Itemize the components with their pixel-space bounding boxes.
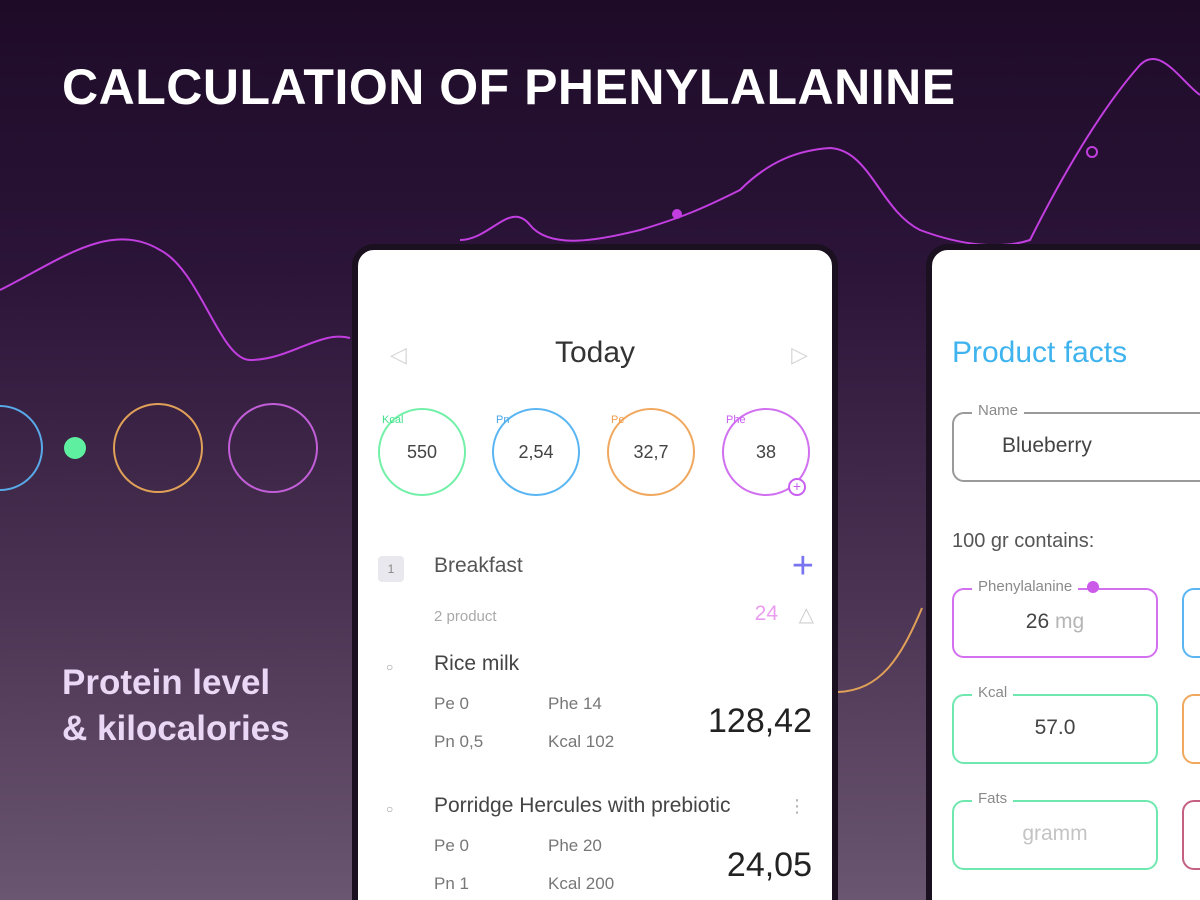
food-kcal: Kcal 200: [548, 874, 615, 893]
collapse-meal-icon[interactable]: △: [798, 604, 814, 626]
next-day-icon[interactable]: ▷: [791, 342, 808, 367]
food-name[interactable]: Porridge Hercules with prebiotic: [434, 794, 731, 817]
pn-ring-value: 2,54: [518, 442, 554, 462]
side-field-red[interactable]: [1182, 800, 1200, 870]
add-product-icon[interactable]: +: [791, 545, 814, 587]
food-bullet-icon: ○: [386, 660, 394, 674]
fats-field[interactable]: Fats gramm: [952, 790, 1158, 870]
kcal-label: Kcal: [972, 684, 1014, 701]
pe-ring-value: 32,7: [633, 442, 669, 462]
side-field-blue[interactable]: [1182, 588, 1200, 658]
product-name-field[interactable]: Name Blueberry: [952, 402, 1200, 482]
phenylalanine-value-wrap[interactable]: 26 mg: [954, 610, 1156, 634]
product-facts-screen: Product facts Name Blueberry 100 gr cont…: [926, 244, 1200, 900]
more-options-icon[interactable]: ⋮: [788, 796, 806, 816]
day-title: Today: [554, 336, 636, 369]
food-name[interactable]: Rice milk: [434, 652, 520, 675]
food-bullet-icon: ○: [386, 802, 394, 816]
kcal-value[interactable]: 57.0: [1034, 716, 1076, 739]
kcal-ring-value: 550: [406, 442, 438, 462]
meal-index-badge: 1: [378, 556, 404, 582]
food-pn: Pn 0,5: [434, 732, 484, 751]
meal-product-count: 2 product: [434, 608, 497, 625]
pe-ring-label: Pe: [611, 414, 625, 426]
kcal-ring: Kcal 550: [378, 408, 466, 496]
phenylalanine-label: Phenylalanine: [972, 578, 1079, 595]
food-phe: Phe 20: [548, 836, 602, 855]
food-total: 24,05: [726, 846, 812, 884]
previous-day-icon[interactable]: ◁: [390, 342, 407, 367]
hero-title: CALCULATION OF PHENYLALANINE: [62, 59, 956, 115]
side-field-orange[interactable]: [1182, 694, 1200, 764]
product-name-value[interactable]: Blueberry: [1002, 434, 1092, 457]
phe-ring-label: Phe: [726, 414, 746, 426]
food-kcal: Kcal 102: [548, 732, 615, 751]
kcal-ring-label: Kcal: [382, 414, 404, 426]
tagline: Protein level & kilocalories: [62, 660, 290, 752]
pn-ring-label: Pn: [496, 414, 510, 426]
meal-name[interactable]: Breakfast: [434, 554, 523, 577]
pn-ring: Pn 2,54: [492, 408, 580, 496]
fats-label: Fats: [972, 790, 1014, 807]
phenylalanine-indicator-dot: [1087, 581, 1099, 593]
pe-ring: Pe 32,7: [607, 408, 695, 496]
phenylalanine-value[interactable]: 26: [1025, 610, 1050, 633]
phenylalanine-unit: mg: [1055, 610, 1085, 633]
phe-ring: Phe 38 +: [722, 408, 810, 496]
product-name-label: Name: [972, 402, 1025, 419]
tagline-line-1: Protein level: [62, 663, 271, 702]
food-pn: Pn 1: [434, 874, 469, 893]
contains-label: 100 gr contains:: [952, 530, 1095, 552]
meal-phe-total: 24: [754, 602, 778, 625]
phe-add-icon[interactable]: +: [788, 478, 806, 496]
phenylalanine-field[interactable]: Phenylalanine 26 mg: [952, 578, 1158, 658]
tagline-line-2: & kilocalories: [62, 709, 290, 748]
phe-ring-value: 38: [755, 442, 777, 462]
food-phe: Phe 14: [548, 694, 602, 713]
today-screen: ◁ Today ▷ Kcal 550 Pn 2,54 Pe 32,7 Phe 3…: [352, 244, 838, 900]
food-pe: Pe 0: [434, 836, 469, 855]
food-pe: Pe 0: [434, 694, 469, 713]
kcal-field[interactable]: Kcal 57.0: [952, 684, 1158, 764]
food-total: 128,42: [708, 702, 812, 740]
product-facts-title: Product facts: [952, 336, 1128, 369]
fats-placeholder[interactable]: gramm: [1022, 822, 1088, 845]
